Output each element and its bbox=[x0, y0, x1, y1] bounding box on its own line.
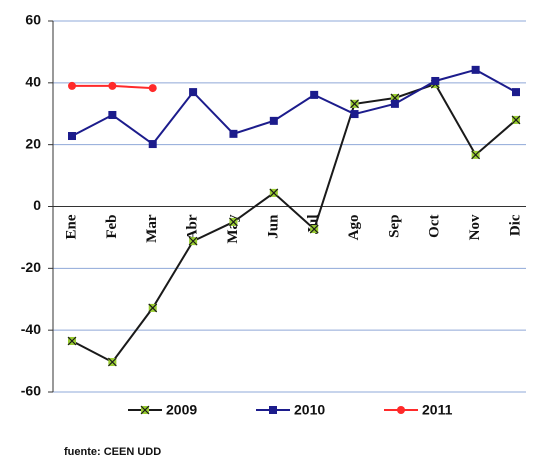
marker-shape bbox=[108, 110, 117, 119]
marker-shape bbox=[108, 81, 117, 90]
x-tick-label: Abr bbox=[185, 214, 201, 240]
marker-shape bbox=[148, 84, 157, 93]
marker bbox=[471, 150, 481, 160]
x-tick-label: Nov bbox=[467, 214, 483, 240]
marker bbox=[148, 140, 157, 149]
series-line bbox=[71, 82, 517, 364]
marker bbox=[397, 406, 405, 414]
x-tick-label: Sep bbox=[386, 215, 402, 238]
marker bbox=[229, 217, 238, 227]
marker bbox=[148, 303, 158, 313]
marker-cross bbox=[350, 99, 359, 109]
marker bbox=[68, 81, 76, 90]
marker bbox=[269, 116, 278, 125]
marker-cross bbox=[471, 150, 481, 160]
marker-shape bbox=[189, 88, 198, 97]
marker bbox=[67, 336, 77, 346]
y-tick-label: 40 bbox=[25, 74, 41, 90]
marker-shape bbox=[229, 129, 238, 138]
marker-shape bbox=[512, 88, 520, 97]
marker-cross bbox=[229, 217, 238, 227]
x-tick-label: Feb bbox=[104, 215, 120, 239]
marker-shape bbox=[310, 90, 319, 99]
marker-shape bbox=[471, 65, 480, 74]
marker-cross bbox=[148, 303, 158, 313]
marker bbox=[512, 88, 520, 97]
marker bbox=[390, 99, 399, 108]
marker-cross bbox=[309, 224, 319, 234]
y-tick-label: -20 bbox=[21, 259, 41, 275]
marker bbox=[108, 81, 117, 90]
x-tick-label: Jun bbox=[265, 214, 281, 239]
marker bbox=[511, 115, 521, 125]
legend-label: 2010 bbox=[294, 402, 325, 418]
y-tick-label: -40 bbox=[21, 321, 41, 337]
marker bbox=[309, 224, 319, 234]
marker-shape bbox=[269, 406, 277, 414]
y-tick-label: 20 bbox=[25, 135, 41, 151]
marker bbox=[107, 357, 117, 367]
x-tick-label: Mar bbox=[144, 214, 160, 243]
series-line bbox=[71, 68, 517, 146]
marker-cross bbox=[188, 236, 198, 246]
marker bbox=[188, 236, 198, 246]
source-note: fuente: CEEN UDD bbox=[64, 446, 161, 457]
marker-shape bbox=[431, 76, 440, 85]
marker bbox=[350, 99, 359, 109]
marker bbox=[350, 110, 359, 119]
marker bbox=[189, 88, 198, 97]
marker-cross bbox=[269, 188, 279, 198]
x-tick-label: Ene bbox=[63, 214, 79, 239]
marker-cross bbox=[511, 115, 521, 125]
marker-shape bbox=[397, 406, 405, 414]
marker bbox=[269, 406, 277, 414]
y-tick-label: 0 bbox=[33, 197, 41, 213]
marker bbox=[431, 76, 440, 85]
marker bbox=[269, 188, 279, 198]
marker bbox=[310, 90, 319, 99]
marker bbox=[140, 405, 150, 415]
marker-shape bbox=[68, 132, 76, 141]
legend-label: 2009 bbox=[166, 402, 197, 418]
marker-cross bbox=[67, 336, 77, 346]
marker bbox=[229, 129, 238, 138]
marker-shape bbox=[269, 116, 278, 125]
y-tick-label: 60 bbox=[25, 12, 41, 28]
marker-shape bbox=[350, 110, 359, 119]
marker-shape bbox=[148, 140, 157, 149]
marker-cross bbox=[107, 357, 117, 367]
x-tick-label: Ago bbox=[346, 215, 362, 241]
marker-shape bbox=[68, 81, 76, 90]
marker bbox=[108, 110, 117, 119]
y-tick-label: -60 bbox=[21, 383, 41, 399]
marker bbox=[148, 84, 157, 93]
marker bbox=[471, 65, 480, 74]
x-tick-label: Dic bbox=[507, 214, 523, 236]
x-tick-label: Oct bbox=[427, 215, 443, 238]
marker-cross bbox=[140, 405, 150, 415]
marker bbox=[68, 132, 76, 141]
legend-label: 2011 bbox=[422, 402, 453, 418]
marker-shape bbox=[390, 99, 399, 108]
